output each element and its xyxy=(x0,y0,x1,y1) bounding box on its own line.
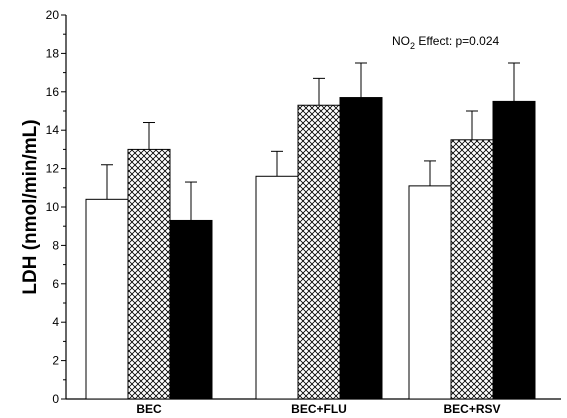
y-tick-label: 16 xyxy=(46,85,60,99)
category-labels: BEC BEC+FLU BEC+RSV xyxy=(136,402,500,416)
x-category-label: BEC+FLU xyxy=(291,402,347,416)
bar-bec-flu-series-2 xyxy=(297,104,341,400)
y-tick-label: 8 xyxy=(52,238,59,252)
annotation-text: NO2 Effect: p=0.024 xyxy=(392,34,500,51)
y-tick-label: 6 xyxy=(52,277,59,291)
annotation-suffix: Effect: p=0.024 xyxy=(415,34,500,48)
y-axis: 0 2 4 6 8 10 12 14 16 18 20 xyxy=(46,8,67,406)
bars-group xyxy=(85,62,536,400)
y-tick-label: 10 xyxy=(46,200,60,214)
y-tick-label: 2 xyxy=(52,354,59,368)
y-tick-label: 14 xyxy=(46,123,60,137)
annotation-prefix: NO xyxy=(392,34,410,48)
y-tick-label: 18 xyxy=(46,46,60,60)
x-category-label: BEC+RSV xyxy=(443,402,500,416)
y-tick-label: 20 xyxy=(46,8,60,22)
bar-bec-flu-series-1 xyxy=(255,175,299,400)
annotation-subscript: 2 xyxy=(410,41,415,51)
bar-bec-series-3 xyxy=(169,219,213,400)
y-tick-label: 0 xyxy=(52,392,59,406)
y-tick-label: 12 xyxy=(46,162,60,176)
y-axis-title: LDH (nmol/min/mL) xyxy=(20,119,41,294)
y-tick-label: 4 xyxy=(52,315,59,329)
x-category-label: BEC xyxy=(136,402,162,416)
bar-bec-flu-series-3 xyxy=(339,97,383,400)
bar-bec-rsv-series-3 xyxy=(492,100,536,400)
bar-bec-rsv-series-1 xyxy=(408,185,452,400)
bar-bec-series-2 xyxy=(127,148,171,400)
bar-bec-series-1 xyxy=(85,198,129,400)
bar-bec-rsv-series-2 xyxy=(450,139,494,400)
